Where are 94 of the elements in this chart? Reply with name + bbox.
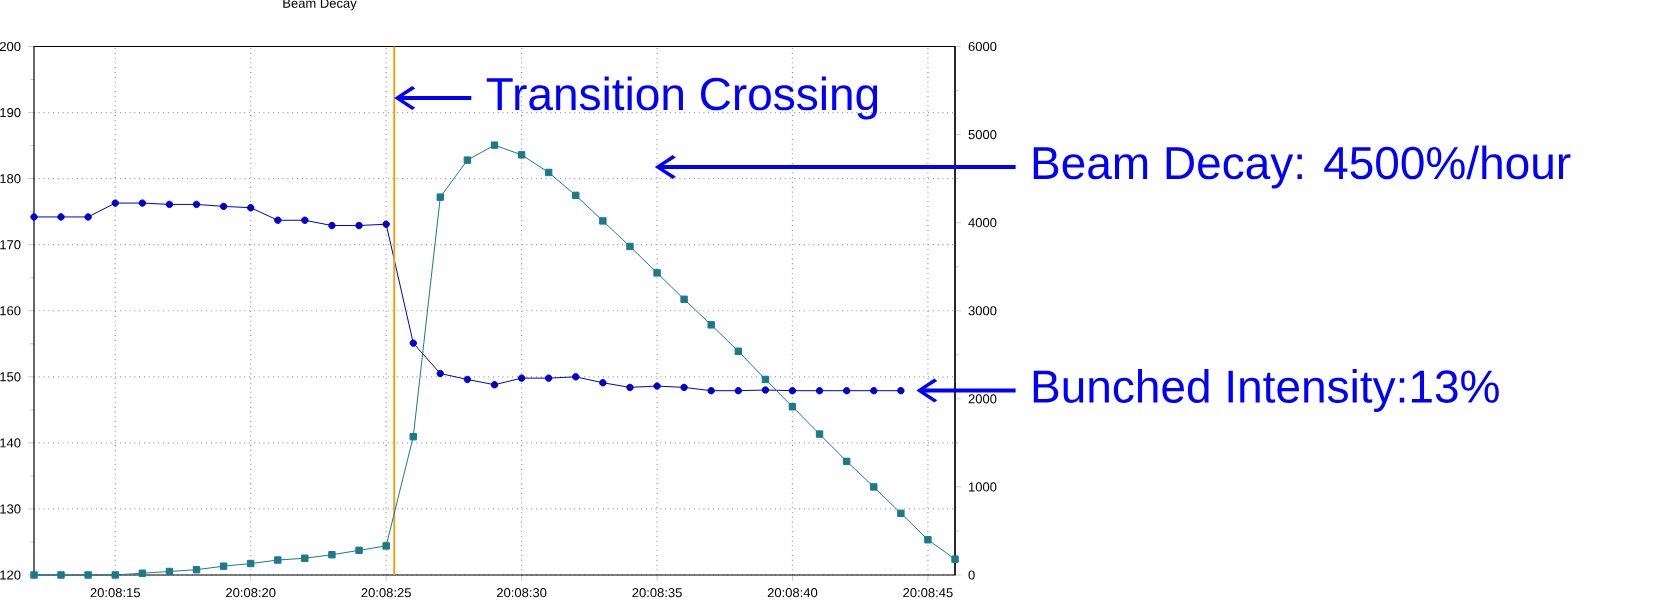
point — [463, 375, 472, 384]
point — [842, 457, 851, 466]
point — [409, 433, 417, 441]
point — [897, 386, 905, 395]
point — [897, 509, 905, 518]
y-tick-label: 150 — [0, 372, 21, 382]
point — [517, 151, 526, 159]
point — [436, 193, 444, 201]
point — [409, 339, 417, 347]
x-tick-label: 20:08:35 — [632, 588, 682, 598]
point — [382, 220, 390, 228]
point — [544, 374, 553, 382]
y-tick-label: 190 — [0, 107, 21, 118]
point — [572, 373, 580, 381]
point — [138, 569, 147, 577]
point — [192, 200, 201, 209]
point — [626, 242, 634, 251]
point — [246, 204, 255, 212]
point — [680, 383, 688, 392]
point — [246, 559, 255, 568]
y-tick-label: 180 — [0, 174, 21, 184]
point — [924, 536, 932, 544]
point — [301, 554, 309, 562]
point — [328, 551, 336, 559]
point — [274, 556, 282, 564]
point — [870, 483, 878, 491]
y-tick-label: 130 — [0, 504, 21, 514]
x-tick-label: 20:08:20 — [226, 588, 276, 598]
point — [463, 156, 472, 164]
y2-tick-label: 5000 — [968, 129, 997, 140]
point — [382, 542, 390, 550]
point — [815, 386, 824, 395]
point — [84, 213, 92, 221]
y2-tick-label: 3000 — [968, 306, 997, 316]
point — [192, 566, 201, 574]
point — [599, 217, 607, 225]
annotation: Transition Crossing — [486, 76, 878, 120]
point — [653, 269, 661, 277]
point — [544, 168, 553, 177]
point — [111, 571, 119, 579]
x-tick-label: 20:08:15 — [90, 588, 140, 598]
point — [734, 347, 743, 355]
point — [815, 430, 824, 438]
point — [490, 141, 499, 149]
point — [111, 199, 119, 207]
point — [653, 382, 661, 390]
point — [301, 216, 309, 224]
y-tick-label: 120 — [0, 570, 21, 580]
point — [680, 295, 688, 303]
point — [328, 221, 336, 230]
point — [599, 379, 607, 387]
y-tick-label: 200 — [0, 41, 21, 52]
point — [870, 386, 878, 395]
x-tick-label: 20:08:25 — [361, 588, 411, 598]
point — [57, 213, 65, 221]
y2-tick-label: 1000 — [969, 482, 997, 492]
text: Beam Decay: 4500%/hour — [1033, 145, 1571, 189]
point — [761, 386, 770, 394]
point — [436, 369, 444, 378]
point — [30, 571, 38, 579]
y-tick-label: 160 — [0, 306, 21, 316]
point — [761, 375, 770, 384]
y2-tick-label: 0 — [968, 570, 975, 580]
point — [165, 567, 174, 576]
point — [84, 571, 92, 579]
y2-tick-label: 2000 — [968, 394, 997, 404]
point — [219, 562, 228, 570]
point — [572, 191, 580, 200]
x-tick-label: 20:08:40 — [767, 588, 818, 598]
y-tick-label: 170 — [0, 240, 21, 250]
point — [707, 386, 715, 395]
point — [57, 571, 65, 579]
point — [165, 200, 174, 209]
point — [788, 386, 797, 395]
point — [707, 321, 715, 329]
point — [842, 386, 851, 395]
point — [951, 555, 959, 563]
point — [355, 546, 363, 555]
point — [626, 383, 634, 392]
point — [490, 381, 499, 389]
point — [30, 213, 38, 221]
point — [734, 386, 743, 395]
point — [355, 221, 363, 230]
text: Bunched Intensity:13% — [1033, 369, 1499, 412]
x-tick-label: 20:08:30 — [496, 588, 547, 598]
point — [219, 202, 228, 211]
y2-tick-label: 4000 — [968, 218, 997, 228]
y2-tick-label: 6000 — [968, 41, 997, 52]
point — [788, 403, 797, 411]
x-tick-label: 20:08:45 — [903, 588, 953, 598]
point — [274, 216, 282, 224]
point — [517, 374, 526, 382]
point — [138, 199, 147, 207]
y-tick-label: 140 — [0, 438, 21, 448]
